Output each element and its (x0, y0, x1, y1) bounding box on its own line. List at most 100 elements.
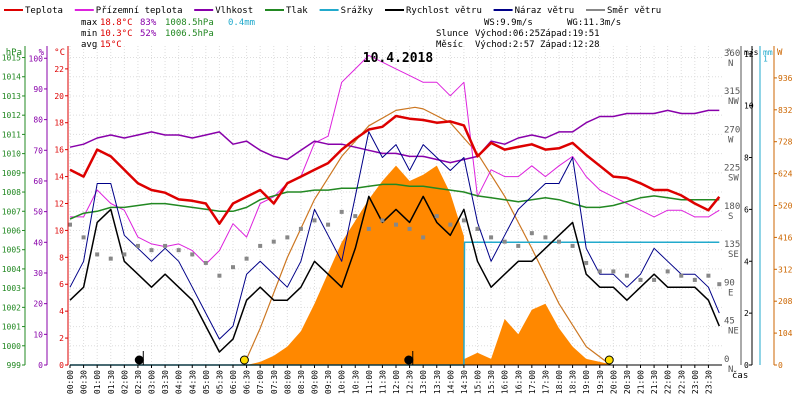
stat-avg-temp: 15°C (100, 40, 122, 50)
direction-axis-unit: ° (726, 48, 731, 58)
stat-max-temp: 18.8°C (100, 18, 133, 28)
x-tick-label: 22:30 (677, 370, 686, 394)
x-tick-label: 06:30 (243, 370, 252, 394)
direction-name-label: SE (728, 250, 739, 260)
legend-label: Tlak (286, 6, 308, 16)
wind-direction-point (176, 248, 181, 253)
wind-gust-line (69, 131, 720, 340)
sun-rise: Východ:06:25 (475, 29, 540, 39)
wm2-tick-label: 936 (778, 74, 793, 83)
x-tick-label: 02:30 (134, 370, 143, 394)
legend-label: Směr větru (607, 6, 661, 16)
wind-direction-point (203, 260, 208, 265)
solar-area (70, 165, 720, 365)
percent-axis-tick-label: 20 (33, 300, 43, 309)
x-tick-label: 19:30 (596, 370, 605, 394)
hpa-axis-tick-label: 1004 (2, 265, 21, 274)
hpa-axis-tick-label: 1006 (2, 226, 21, 235)
wind-direction-point (611, 269, 616, 274)
x-tick-label: 03:00 (148, 370, 157, 394)
wind-direction-point (312, 218, 317, 223)
stat-min-hum: 52% (140, 29, 157, 39)
ms-tick-label: 8 (744, 154, 749, 163)
ms-tick-label: 2 (744, 309, 749, 318)
humidity-line (69, 109, 720, 164)
celsius-axis-tick-label: 16 (54, 146, 64, 155)
x-tick-label: 15:00 (474, 370, 483, 394)
wind-direction-point (665, 269, 670, 274)
wind-direction-point (108, 256, 113, 261)
wind-direction-point (516, 243, 521, 248)
sun-set: Západ:19:51 (540, 29, 600, 39)
wm2-tick-label: 312 (778, 265, 793, 274)
percent-axis-tick-label: 90 (33, 85, 43, 94)
wind-direction-point (339, 209, 344, 214)
x-tick-label: 23:30 (704, 370, 713, 394)
chart-title: 10.4.2018 (363, 51, 434, 66)
wind-direction-point (231, 265, 235, 270)
solar-radiation-area (70, 165, 720, 365)
wind-direction-point (434, 214, 439, 219)
celsius-axis-tick-label: 20 (54, 92, 64, 101)
ms-tick-label: 0 (744, 361, 749, 370)
wind-direction-point (638, 277, 643, 282)
ms-tick-label: 12 (744, 50, 754, 59)
direction-tick-label: 360 (724, 49, 740, 59)
celsius-axis-tick-label: 12 (54, 199, 64, 208)
hpa-axis-tick-label: 1000 (2, 342, 21, 351)
axes: hPa9991000100110021003100410051006100710… (2, 46, 793, 394)
percent-axis-tick-label: 60 (33, 177, 43, 186)
x-tick-label: 13:00 (419, 370, 428, 394)
wind-direction-point (407, 226, 412, 231)
ms-tick-label: 4 (744, 257, 749, 266)
ms-tick-label: 10 (744, 102, 754, 111)
percent-axis-tick-label: 30 (33, 269, 43, 278)
wind-direction-point (380, 218, 385, 223)
x-tick-label: 13:30 (433, 370, 442, 394)
celsius-axis-tick-label: 8 (59, 253, 64, 262)
direction-tick-label: 270 (724, 125, 740, 135)
wm2-tick-label: 208 (778, 297, 793, 306)
x-axis-label: čas (732, 370, 748, 381)
celsius-axis-tick-label: 4 (59, 307, 64, 316)
wind-direction-point (366, 226, 371, 231)
wind-direction-point (475, 226, 480, 231)
direction-tick-label: 135 (724, 240, 740, 250)
celsius-axis-tick-label: 2 (59, 334, 64, 343)
wind-direction-point (529, 231, 534, 236)
wm2-tick-label: 624 (778, 170, 793, 179)
wind-direction-point (692, 277, 697, 282)
x-tick-label: 12:30 (406, 370, 415, 394)
moon-set-marker (404, 355, 414, 365)
legend-label: Vlhkost (215, 6, 253, 16)
x-tick-label: 03:30 (161, 370, 170, 394)
percent-axis-tick-label: 50 (33, 208, 43, 217)
x-tick-label: 14:00 (446, 370, 455, 394)
x-tick-label: 17:30 (541, 370, 550, 394)
wind-direction-point (706, 273, 711, 278)
wm2-tick-label: 104 (778, 329, 793, 338)
x-tick-label: 07:00 (256, 370, 265, 394)
series-lines (68, 54, 722, 366)
hpa-axis-tick-label: 1003 (2, 284, 21, 293)
wm2-axis-unit: W (777, 48, 783, 58)
stat-min-press: 1006.5hPa (165, 29, 214, 39)
wm2-tick-label: 728 (778, 138, 793, 147)
wind-direction-point (584, 260, 589, 265)
x-tick-label: 21:30 (650, 370, 659, 394)
x-tick-label: 20:30 (623, 370, 632, 394)
stat-min-label: min (81, 29, 97, 39)
legend-label: Teplota (25, 6, 63, 16)
sun-set-marker (604, 355, 614, 365)
wind-direction-point (353, 214, 358, 219)
direction-name-label: N (728, 59, 733, 69)
wind-direction-point (285, 235, 290, 240)
direction-name-label: NW (728, 97, 739, 107)
wind-direction-point (502, 239, 507, 244)
wind-speed-line (69, 195, 720, 353)
wind-gust-max: WG:11.3m/s (567, 18, 621, 28)
x-tick-label: 20:00 (609, 370, 618, 394)
x-tick-label: 00:30 (80, 370, 89, 394)
stat-max-rain: 0.4mm (228, 18, 255, 28)
x-tick-label: 15:30 (487, 370, 496, 394)
